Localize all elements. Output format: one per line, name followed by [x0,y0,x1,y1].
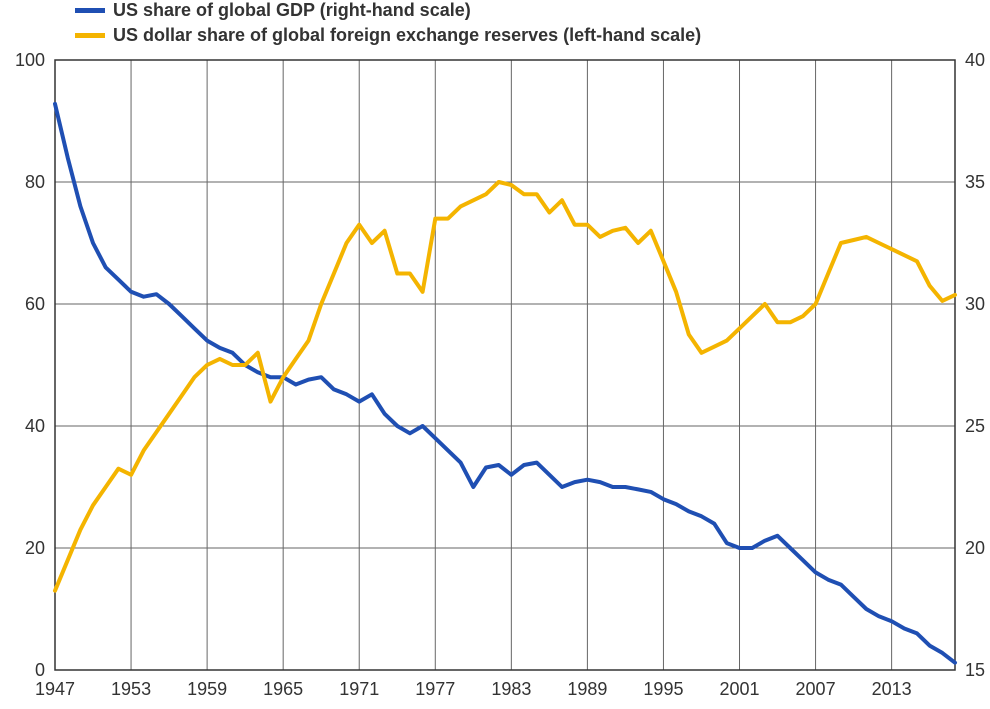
x-tick-label: 1953 [111,679,151,699]
y-left-tick-label: 40 [25,416,45,436]
x-tick-label: 1947 [35,679,75,699]
x-tick-label: 1995 [643,679,683,699]
y-right-tick-label: 30 [965,294,985,314]
chart-container: US share of global GDP (right-hand scale… [0,0,990,709]
y-left-tick-label: 0 [35,660,45,680]
y-right-tick-label: 25 [965,416,985,436]
plot-border [55,60,955,670]
x-tick-label: 2013 [872,679,912,699]
y-left-tick-label: 100 [15,50,45,70]
x-tick-label: 1971 [339,679,379,699]
y-right-tick-label: 15 [965,660,985,680]
x-tick-label: 1959 [187,679,227,699]
y-left-tick-label: 60 [25,294,45,314]
x-tick-label: 1965 [263,679,303,699]
x-tick-label: 2007 [796,679,836,699]
y-right-tick-label: 20 [965,538,985,558]
y-left-tick-label: 80 [25,172,45,192]
y-right-tick-label: 35 [965,172,985,192]
x-tick-label: 1977 [415,679,455,699]
x-tick-label: 1989 [567,679,607,699]
x-tick-label: 2001 [719,679,759,699]
x-tick-label: 1983 [491,679,531,699]
series-line-usd_reserve_share [55,182,955,591]
y-left-tick-label: 20 [25,538,45,558]
y-right-tick-label: 40 [965,50,985,70]
chart-svg: 0 20 40 60 80 100 15 20 25 30 35 40 1947 1953 1959 1965… [0,0,990,709]
